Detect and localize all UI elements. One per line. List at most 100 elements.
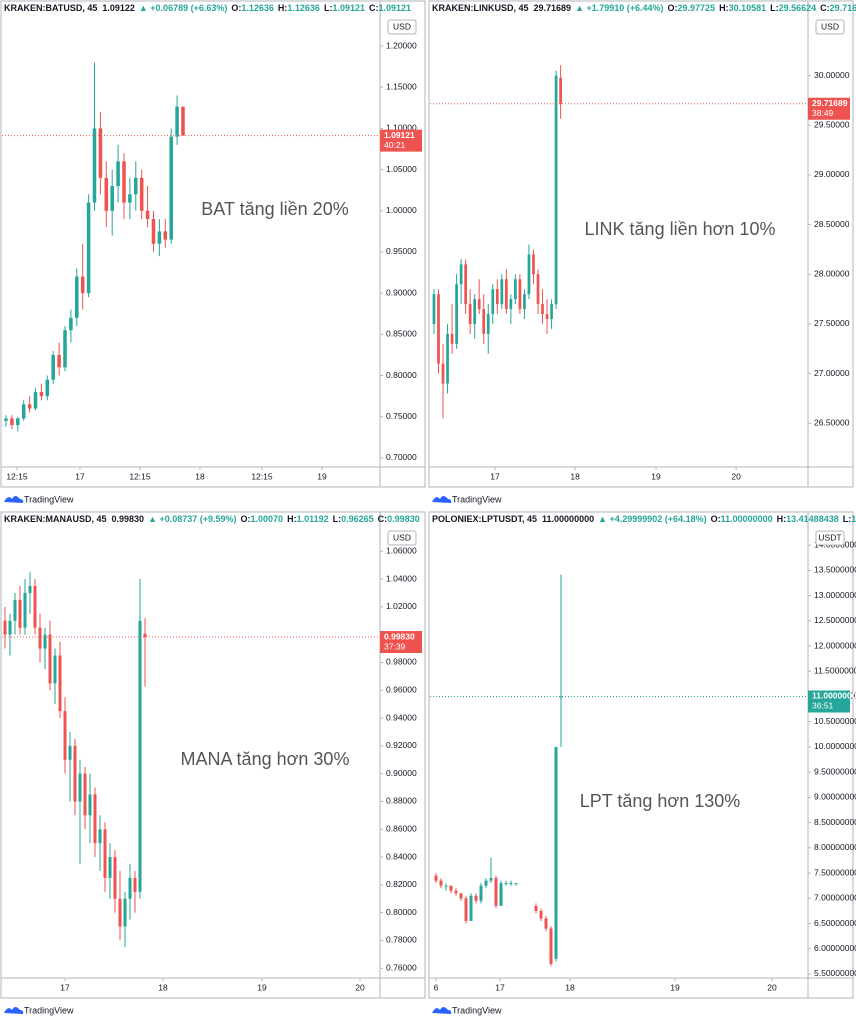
y-tick-label: 9.50000000 [814,766,856,776]
x-tick-label: 12:15 [251,471,273,481]
chart-panel: 0.76000 0.78000 0.80000 0.82000 0.84000 0.860… [0,511,426,1015]
candle-body [45,379,50,397]
y-tick-label: 6.50000000 [814,918,856,928]
x-tick-label: 19 [651,471,661,481]
candle-body [123,898,127,927]
y-tick-label: 11.50000000 [814,666,856,676]
y-tick-label: 26.50000 [814,418,850,428]
candle-body [494,878,498,906]
candle-body [432,294,436,324]
candle-body [143,633,147,638]
x-tick-label: 18 [570,471,580,481]
x-tick-label: 17 [60,982,70,992]
annotation: LPT tăng hơn 130% [580,791,741,811]
y-tick-label: 13.00000000 [814,590,856,600]
x-tick-label: 18 [565,982,575,992]
annotation: LINK tăng liền hơn 10% [585,219,776,239]
candle-body [69,317,73,331]
candle-body [33,392,38,409]
ohlc-value: 1.01192 [297,514,329,524]
x-tick-label: 19 [257,982,267,992]
chart-panel: 26.50000 27.00000 27.50000 28.00000 28.50000… [428,0,856,504]
candle-body [450,333,454,344]
currency-label: USD [393,532,411,542]
candle-body [98,829,102,844]
candle-body [151,219,156,244]
ohlc-value: 30.10581 [729,3,767,13]
y-tick-label: 0.94000 [386,712,417,722]
logo-text: TradingView [452,1005,502,1015]
candle-body [139,177,144,211]
candle-body [484,880,488,886]
candle-body [439,880,443,886]
candle-body [39,392,44,397]
candle-body [4,418,8,421]
candle-body [489,878,493,881]
candle-body [469,895,473,921]
last-value: 11.00000000 [542,514,594,524]
x-tick-label: 20 [767,982,777,992]
ohlc-value: 1.09121 [379,3,412,13]
candle-body [500,279,504,305]
candle-body [536,274,540,305]
y-tick-label: 6.00000000 [814,943,856,953]
y-tick-label: 0.90000 [386,287,417,297]
candle-body [446,333,449,384]
candle-body [504,279,508,310]
candle-body [554,75,558,305]
candle-body [434,875,438,881]
candle-body [479,885,483,901]
x-tick-label: 12:15 [6,471,28,481]
x-tick-label: 6 [434,982,439,992]
logo-icon [432,496,452,503]
candle-body [163,231,168,240]
last-value: 1.09122 [102,3,135,13]
candle-body [482,309,486,334]
candle-body [491,289,495,315]
y-tick-label: 0.84000 [386,851,417,861]
y-tick-label: 28.50000 [814,219,850,229]
logo-icon [4,496,24,503]
candle-body [10,418,14,425]
candle-body [441,363,445,384]
candle-body [80,276,85,294]
candle-body [78,773,82,802]
ohlc-value: 29.71689 [830,3,856,13]
ohlc-value: 0.99830 [387,514,420,524]
y-tick-label: 1.20000 [386,40,417,50]
currency-label: USDT [818,532,841,542]
candle-body [514,279,517,300]
y-tick-label: 0.90000 [386,768,417,778]
price-label: 29.71689 [812,98,848,108]
ohlc-label: L: [843,514,852,524]
y-tick-label: 0.75000 [386,411,417,421]
price-countdown: 37:39 [384,641,406,651]
candle-body [75,276,79,318]
y-tick-label: 8.50000000 [814,817,856,827]
candle-body [509,883,513,885]
candle-body [541,304,544,315]
candle-body [86,202,91,294]
y-tick-label: 9.00000000 [814,792,856,802]
currency-label: USD [821,21,839,31]
x-tick-label: 19 [317,471,327,481]
x-tick-label: 17 [490,471,500,481]
symbol: KRAKEN:LINKUSD, 45 [432,3,529,13]
ohlc-label: H: [278,3,288,13]
candle-body [532,254,535,275]
y-tick-label: 10.50000000 [814,716,856,726]
candle-body [23,592,27,628]
candle-body [169,136,173,240]
symbol: KRAKEN:MANAUSD, 45 [4,514,107,524]
candle-body [21,404,26,419]
y-tick-label: 1.02000 [386,601,417,611]
candle-body [454,890,458,894]
y-tick-label: 0.82000 [386,879,417,889]
ohlc-label: O: [668,3,678,13]
candle-body [68,745,72,760]
candle-body [175,106,179,137]
symbol: KRAKEN:BATUSD, 45 [4,3,97,13]
x-tick-label: 18 [158,982,168,992]
ohlc-value: 11.00000000 [721,514,773,524]
price-label: 11.00000000 [812,691,856,701]
